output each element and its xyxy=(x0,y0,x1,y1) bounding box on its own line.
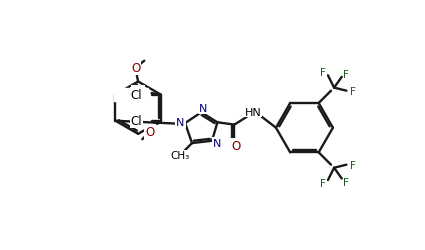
Text: F: F xyxy=(350,160,355,170)
Text: Cl: Cl xyxy=(132,86,144,99)
Text: F: F xyxy=(320,178,326,188)
Text: O: O xyxy=(145,126,155,138)
Text: F: F xyxy=(343,177,349,187)
Text: Cl: Cl xyxy=(130,89,142,102)
Text: N: N xyxy=(198,104,207,114)
Text: O: O xyxy=(231,139,241,152)
Text: F: F xyxy=(320,68,326,78)
Text: F: F xyxy=(343,70,349,80)
Text: N: N xyxy=(212,138,221,148)
Text: O: O xyxy=(131,62,140,75)
Text: F: F xyxy=(350,86,355,96)
Text: N: N xyxy=(176,118,184,128)
Text: Cl: Cl xyxy=(130,115,142,128)
Text: CH₃: CH₃ xyxy=(170,151,189,161)
Text: Cl: Cl xyxy=(132,86,144,99)
Text: HN: HN xyxy=(244,107,261,117)
